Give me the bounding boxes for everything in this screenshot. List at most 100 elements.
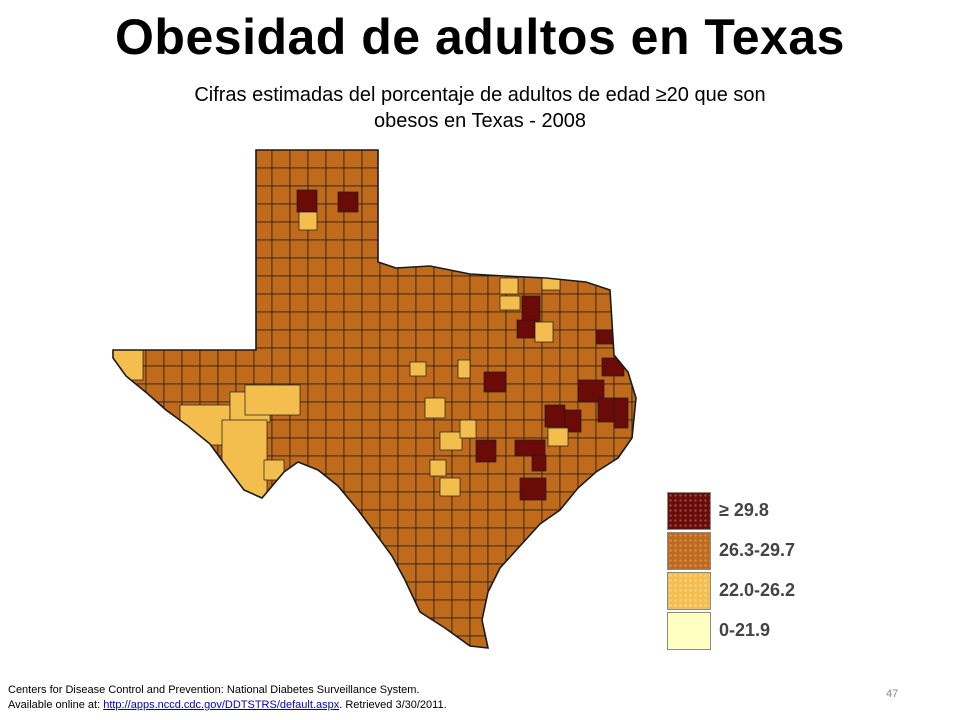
county: [488, 654, 506, 660]
county: [469, 527, 489, 547]
county: [253, 617, 273, 637]
county: [523, 545, 543, 565]
county: [487, 239, 507, 259]
county: [113, 527, 129, 547]
county: [235, 185, 255, 205]
county: [361, 617, 381, 637]
county: [613, 581, 633, 601]
county: [487, 401, 507, 421]
source-link[interactable]: http://apps.nccd.cdc.gov/DDTSTRS/default…: [103, 699, 340, 711]
county: [127, 150, 147, 169]
county: [541, 257, 561, 277]
county: [163, 239, 183, 259]
county: [127, 509, 147, 529]
county: [469, 347, 489, 367]
county: [235, 239, 255, 259]
county: [199, 383, 219, 403]
county: [541, 239, 561, 259]
county: [254, 654, 272, 660]
county: [487, 329, 507, 349]
county: [469, 185, 489, 205]
county: [361, 563, 381, 583]
county: [113, 150, 129, 169]
county: [235, 329, 255, 349]
county: [217, 329, 237, 349]
county: [307, 491, 327, 511]
county: [505, 455, 525, 475]
county: [595, 527, 615, 547]
county: [631, 203, 636, 223]
county: [631, 275, 636, 295]
county: [361, 419, 381, 439]
county: [433, 599, 453, 619]
county: [145, 563, 165, 583]
county: [559, 581, 579, 601]
county: [577, 617, 597, 637]
county: [451, 455, 471, 475]
county: [127, 167, 147, 187]
county: [397, 311, 417, 331]
legend-swatch-mid: [667, 532, 711, 570]
county: [577, 203, 597, 223]
county: [541, 635, 561, 648]
slide-subtitle: Cifras estimadas del porcentaje de adult…: [130, 82, 830, 134]
county: [289, 617, 309, 637]
county: [199, 239, 219, 259]
county: [163, 311, 183, 331]
county: [379, 347, 399, 367]
county: [181, 329, 201, 349]
county: [343, 563, 363, 583]
county: [596, 654, 614, 660]
county: [271, 635, 291, 648]
county: [505, 257, 525, 277]
county: [163, 419, 183, 439]
county: [361, 581, 381, 601]
county: [595, 455, 615, 475]
county-high: [601, 357, 625, 377]
county: [127, 635, 147, 648]
county: [505, 401, 525, 421]
county: [361, 437, 381, 457]
county: [415, 221, 435, 241]
county: [559, 473, 579, 493]
county: [307, 419, 327, 439]
county: [217, 563, 237, 583]
county: [415, 617, 435, 637]
county: [613, 491, 633, 511]
county: [127, 221, 147, 241]
county: [469, 401, 489, 421]
county: [343, 401, 363, 421]
county: [343, 167, 363, 187]
county: [487, 509, 507, 529]
county: [505, 347, 525, 367]
county: [113, 401, 129, 421]
county: [113, 599, 129, 619]
county: [469, 491, 489, 511]
county: [595, 491, 615, 511]
county: [164, 654, 182, 660]
county: [113, 563, 129, 583]
county: [397, 545, 417, 565]
county: [631, 635, 636, 648]
county: [433, 239, 453, 259]
county-low-mid: [429, 459, 447, 477]
county-high: [577, 379, 605, 403]
county: [524, 654, 542, 660]
county: [505, 239, 525, 259]
county: [559, 563, 579, 583]
county: [343, 419, 363, 439]
county: [200, 654, 218, 660]
county: [631, 509, 636, 529]
legend-item-high: ≥ 29.8: [667, 492, 827, 530]
county: [415, 329, 435, 349]
county: [307, 311, 327, 331]
county: [145, 491, 165, 511]
county: [451, 221, 471, 241]
county: [307, 599, 327, 619]
county: [415, 293, 435, 313]
county: [235, 221, 255, 241]
county: [523, 347, 543, 367]
county: [127, 419, 147, 439]
county: [397, 185, 417, 205]
county: [523, 383, 543, 403]
